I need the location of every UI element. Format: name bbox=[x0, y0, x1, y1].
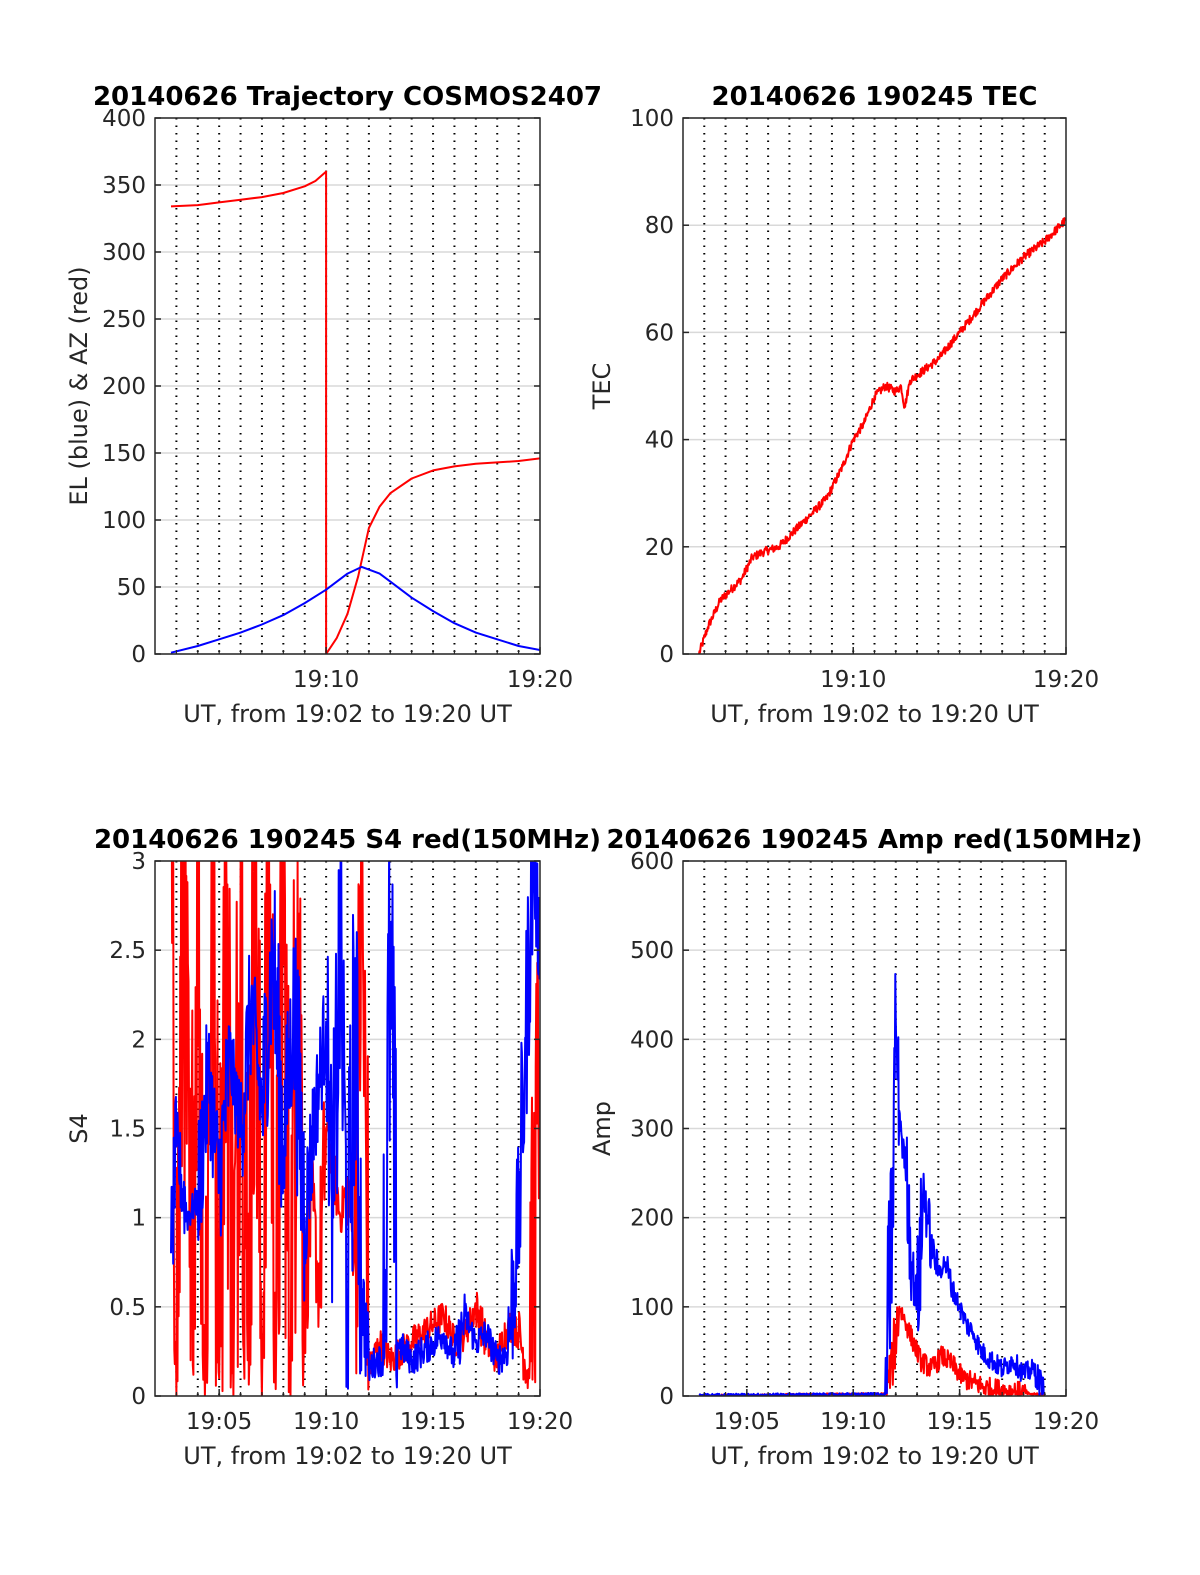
x-tick-label: 19:10 bbox=[820, 667, 886, 693]
chart-title: 20140626 190245 S4 red(150MHz) bbox=[94, 825, 601, 855]
y-tick-label: 80 bbox=[645, 213, 674, 239]
y-axis-label: Amp bbox=[588, 1101, 616, 1156]
series-group bbox=[698, 217, 1066, 654]
y-tick-label: 0 bbox=[659, 642, 674, 668]
y-tick-label: 300 bbox=[630, 1117, 674, 1143]
y-tick-label: 100 bbox=[630, 1295, 674, 1321]
y-tick-label: 60 bbox=[645, 320, 674, 346]
y-tick-label: 300 bbox=[102, 240, 146, 266]
y-tick-label: 200 bbox=[102, 374, 146, 400]
y-tick-label: 350 bbox=[102, 173, 146, 199]
y-axis-label: S4 bbox=[65, 1113, 93, 1144]
y-tick-label: 400 bbox=[102, 106, 146, 132]
x-tick-label: 19:20 bbox=[1033, 667, 1099, 693]
chart-title: 20140626 Trajectory COSMOS2407 bbox=[93, 82, 602, 112]
chart-title: 20140626 190245 TEC bbox=[712, 82, 1038, 112]
series-group bbox=[170, 861, 540, 1396]
y-tick-label: 150 bbox=[102, 441, 146, 467]
chart-4: 0 100 200 300 400 500 600 19:05 19:10 19:15 19:20 2… bbox=[588, 825, 1143, 1470]
y-tick-label: 0 bbox=[131, 1384, 146, 1410]
y-tick-label: 500 bbox=[630, 938, 674, 964]
x-tick-label: 19:20 bbox=[507, 667, 573, 693]
x-tick-label: 19:20 bbox=[1033, 1409, 1099, 1435]
series-line bbox=[698, 973, 1046, 1396]
y-tick-label: 0 bbox=[131, 642, 146, 668]
series-group bbox=[170, 170, 540, 654]
chart-title: 20140626 190245 Amp red(150MHz) bbox=[606, 825, 1142, 855]
y-tick-label: 250 bbox=[102, 307, 146, 333]
y-tick-label: 600 bbox=[630, 849, 674, 875]
x-tick-label: 19:05 bbox=[186, 1409, 252, 1435]
y-tick-label: 50 bbox=[117, 575, 146, 601]
y-tick-label: 200 bbox=[630, 1206, 674, 1232]
y-tick-label: 100 bbox=[630, 106, 674, 132]
chart-2: 0 20 40 60 80 100 19:10 19:20 20140626 190245 TE… bbox=[588, 82, 1099, 728]
y-tick-label: 2.5 bbox=[109, 938, 146, 964]
x-tick-label: 19:10 bbox=[820, 1409, 886, 1435]
x-tick-label: 19:15 bbox=[926, 1409, 992, 1435]
x-tick-label: 19:10 bbox=[293, 1409, 359, 1435]
y-tick-label: 100 bbox=[102, 508, 146, 534]
y-tick-label: 2 bbox=[131, 1027, 146, 1053]
y-tick-label: 40 bbox=[645, 428, 674, 454]
x-axis-label: UT, from 19:02 to 19:20 UT bbox=[710, 700, 1039, 728]
series-line bbox=[170, 170, 540, 654]
x-tick-label: 19:10 bbox=[293, 667, 359, 693]
y-tick-label: 1 bbox=[131, 1206, 146, 1232]
x-tick-label: 19:15 bbox=[400, 1409, 466, 1435]
y-tick-label: 20 bbox=[645, 535, 674, 561]
chart-1: 0 50 100 150 200 250 300 350 400 19:10 19:20 201406… bbox=[65, 82, 602, 728]
y-tick-label: 400 bbox=[630, 1027, 674, 1053]
y-axis-label: EL (blue) & AZ (red) bbox=[65, 266, 93, 505]
x-axis-label: UT, from 19:02 to 19:20 UT bbox=[710, 1442, 1039, 1470]
series-line bbox=[170, 565, 540, 654]
x-axis-label: UT, from 19:02 to 19:20 UT bbox=[183, 700, 512, 728]
x-tick-label: 19:05 bbox=[714, 1409, 780, 1435]
x-tick-label: 19:20 bbox=[507, 1409, 573, 1435]
y-tick-label: 1.5 bbox=[109, 1117, 146, 1143]
chart-3: 0 0.5 1 1.5 2 2.5 3 19:05 19:10 19:15 19:20 2014062… bbox=[65, 825, 601, 1470]
y-axis-label: TEC bbox=[588, 363, 616, 411]
y-tick-label: 3 bbox=[131, 849, 146, 875]
series-line bbox=[698, 217, 1066, 654]
y-tick-label: 0.5 bbox=[109, 1295, 146, 1321]
x-axis-label: UT, from 19:02 to 19:20 UT bbox=[183, 1442, 512, 1470]
series-line bbox=[170, 861, 540, 1390]
y-tick-label: 0 bbox=[659, 1384, 674, 1410]
